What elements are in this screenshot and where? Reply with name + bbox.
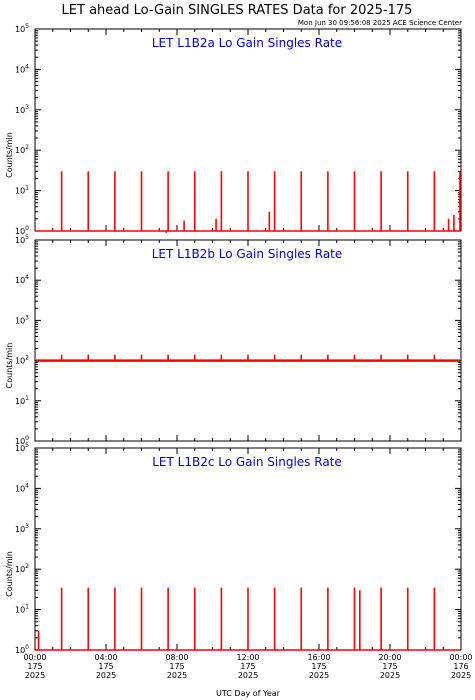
x-tick-label: 2025 <box>167 671 187 680</box>
x-tick-label: 175 <box>27 662 42 671</box>
y-tick-label: 105 <box>15 234 29 245</box>
x-tick-label: 175 <box>240 662 255 671</box>
y-tick-label: 105 <box>15 23 29 34</box>
chart-panel-1: 100 101 102 103 104 105 LET L1B2a Lo Gain Sing… <box>5 23 462 236</box>
x-tick-label: 2025 <box>96 671 116 680</box>
y-tick-label: 104 <box>15 482 29 493</box>
x-tick-label: 2025 <box>451 671 471 680</box>
y-tick-label: 102 <box>15 563 29 574</box>
x-tick-label: 00:00 <box>23 653 46 662</box>
chart-panel-2: 100 101 102 103 104 105 LET L1B2b Lo Gain Sing… <box>5 234 462 446</box>
y-axis-label: Counts/min <box>5 551 14 597</box>
x-tick-label: 08:00 <box>165 653 188 662</box>
y-tick-label: 104 <box>15 274 29 285</box>
y-tick-label: 103 <box>15 314 29 325</box>
y-tick-label: 101 <box>15 604 29 615</box>
x-tick-label: 175 <box>311 662 326 671</box>
x-tick-label: 2025 <box>25 671 45 680</box>
y-tick-label: 103 <box>15 104 29 115</box>
y-tick-label: 102 <box>15 144 29 155</box>
figure-title: LET ahead Lo-Gain SINGLES RATES Data for… <box>62 3 413 18</box>
x-tick-label: 175 <box>382 662 397 671</box>
x-tick-label: 175 <box>98 662 113 671</box>
y-tick-label: 100 <box>15 644 29 655</box>
panel-title: LET L1B2a Lo Gain Singles Rate <box>152 36 342 50</box>
plot-frame <box>34 239 462 442</box>
y-tick-label: 101 <box>15 395 29 406</box>
y-tick-label: 103 <box>15 523 29 534</box>
y-tick-label: 100 <box>15 435 29 446</box>
x-tick-label: 176 <box>453 662 468 671</box>
x-tick-label: 16:00 <box>307 653 330 662</box>
x-tick-label: 04:00 <box>94 653 117 662</box>
x-tick-label: 175 <box>169 662 184 671</box>
y-tick-label: 101 <box>15 185 29 196</box>
x-tick-label: 2025 <box>309 671 329 680</box>
x-tick-label: 2025 <box>238 671 258 680</box>
chart-panels: 100 101 102 103 104 105 LET L1B2a Lo Gain Sing… <box>5 23 473 680</box>
x-axis-label: UTC Day of Year <box>216 689 281 698</box>
x-tick-label: 00:00 <box>449 653 472 662</box>
chart-panel-3: 100 101 102 103 104 105 LET L1B2c Lo Gain Sing… <box>5 442 462 655</box>
y-tick-label: 102 <box>15 355 29 366</box>
y-tick-label: 104 <box>15 63 29 74</box>
y-axis-label: Counts/min <box>5 132 14 178</box>
generation-timestamp: Mon Jun 30 09:56:08 2025 ACE Science Cen… <box>298 19 462 27</box>
y-tick-label: 105 <box>15 442 29 453</box>
y-tick-label: 100 <box>15 225 29 236</box>
x-tick-label: 12:00 <box>236 653 259 662</box>
panel-title: LET L1B2b Lo Gain Singles Rate <box>152 247 343 261</box>
y-axis-label: Counts/min <box>5 343 14 389</box>
x-tick-label: 2025 <box>380 671 400 680</box>
panel-title: LET L1B2c Lo Gain Singles Rate <box>152 455 342 469</box>
x-tick-label: 20:00 <box>378 653 401 662</box>
